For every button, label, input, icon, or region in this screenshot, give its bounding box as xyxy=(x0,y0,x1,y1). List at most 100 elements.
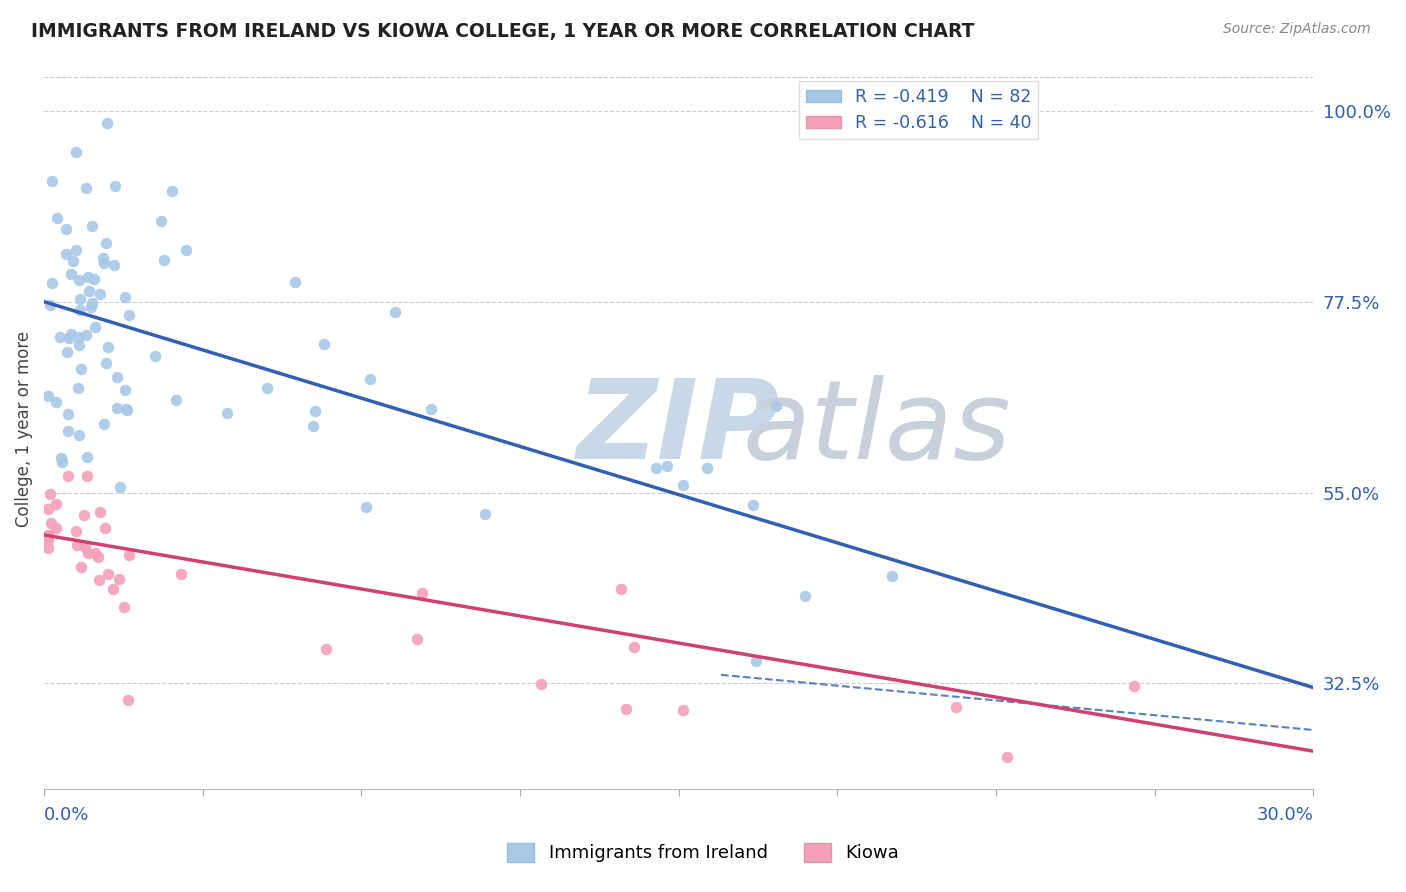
Point xyxy=(474,507,496,521)
Point xyxy=(97,566,120,581)
Point xyxy=(96,355,118,369)
Point xyxy=(41,174,63,188)
Point xyxy=(87,549,110,564)
Text: atlas: atlas xyxy=(742,376,1011,483)
Point xyxy=(411,586,433,600)
Point xyxy=(103,258,125,272)
Point xyxy=(82,295,104,310)
Point xyxy=(160,184,183,198)
Point xyxy=(645,461,668,475)
Point xyxy=(59,267,82,281)
Point xyxy=(108,480,131,494)
Point xyxy=(39,298,62,312)
Point xyxy=(69,303,91,318)
Point xyxy=(62,254,84,268)
Point xyxy=(77,269,100,284)
Point xyxy=(65,538,87,552)
Point xyxy=(419,402,441,417)
Text: 0.0%: 0.0% xyxy=(44,806,90,824)
Point xyxy=(97,340,120,354)
Point xyxy=(59,326,82,341)
Point xyxy=(84,319,107,334)
Point xyxy=(406,632,429,646)
Point xyxy=(65,524,87,539)
Point xyxy=(76,468,98,483)
Point xyxy=(70,560,93,574)
Point xyxy=(37,533,59,547)
Text: IMMIGRANTS FROM IRELAND VS KIOWA COLLEGE, 1 YEAR OR MORE CORRELATION CHART: IMMIGRANTS FROM IRELAND VS KIOWA COLLEGE… xyxy=(31,22,974,41)
Point xyxy=(65,243,87,257)
Point xyxy=(37,501,59,516)
Point xyxy=(153,252,176,267)
Point xyxy=(84,546,107,560)
Point xyxy=(87,573,110,587)
Point xyxy=(89,287,111,301)
Point xyxy=(118,548,141,562)
Point xyxy=(384,305,406,319)
Point xyxy=(45,395,67,409)
Point xyxy=(114,383,136,397)
Point xyxy=(49,450,72,465)
Point xyxy=(82,219,104,234)
Point xyxy=(945,700,967,714)
Point xyxy=(58,407,80,421)
Point xyxy=(1123,679,1146,693)
Point xyxy=(75,180,97,194)
Point xyxy=(93,417,115,431)
Point xyxy=(165,392,187,407)
Point xyxy=(882,568,904,582)
Point xyxy=(67,273,90,287)
Point xyxy=(91,251,114,265)
Point xyxy=(73,508,96,522)
Legend: R = -0.419    N = 82, R = -0.616    N = 40: R = -0.419 N = 82, R = -0.616 N = 40 xyxy=(799,81,1038,139)
Point xyxy=(45,497,67,511)
Point xyxy=(39,516,62,530)
Point xyxy=(38,487,60,501)
Point xyxy=(69,361,91,376)
Point xyxy=(69,292,91,306)
Point xyxy=(105,401,128,415)
Legend: Immigrants from Ireland, Kiowa: Immigrants from Ireland, Kiowa xyxy=(499,836,907,870)
Point xyxy=(37,541,59,556)
Point xyxy=(73,540,96,554)
Point xyxy=(75,328,97,343)
Point xyxy=(765,400,787,414)
Point xyxy=(65,145,87,160)
Point xyxy=(745,654,768,668)
Point xyxy=(614,702,637,716)
Point xyxy=(284,275,307,289)
Point xyxy=(45,211,67,225)
Point xyxy=(37,529,59,543)
Point xyxy=(359,372,381,386)
Point xyxy=(115,402,138,417)
Point xyxy=(56,425,79,439)
Point xyxy=(67,338,90,352)
Text: ZIP: ZIP xyxy=(576,376,780,483)
Point xyxy=(105,369,128,384)
Point xyxy=(657,458,679,473)
Y-axis label: College, 1 year or more: College, 1 year or more xyxy=(15,331,32,527)
Point xyxy=(112,600,135,615)
Point xyxy=(41,276,63,290)
Point xyxy=(672,703,695,717)
Point xyxy=(143,349,166,363)
Point xyxy=(103,582,125,597)
Point xyxy=(696,461,718,475)
Point xyxy=(96,115,118,129)
Point xyxy=(623,640,645,654)
Point xyxy=(55,247,77,261)
Point xyxy=(51,455,73,469)
Point xyxy=(117,693,139,707)
Point xyxy=(169,567,191,582)
Point xyxy=(58,468,80,483)
Point xyxy=(302,418,325,433)
Point xyxy=(742,498,765,512)
Point xyxy=(107,572,129,586)
Point xyxy=(96,236,118,251)
Point xyxy=(37,388,59,402)
Point xyxy=(49,330,72,344)
Point xyxy=(315,641,337,656)
Point xyxy=(44,520,66,534)
Point xyxy=(530,676,553,690)
Point xyxy=(115,402,138,417)
